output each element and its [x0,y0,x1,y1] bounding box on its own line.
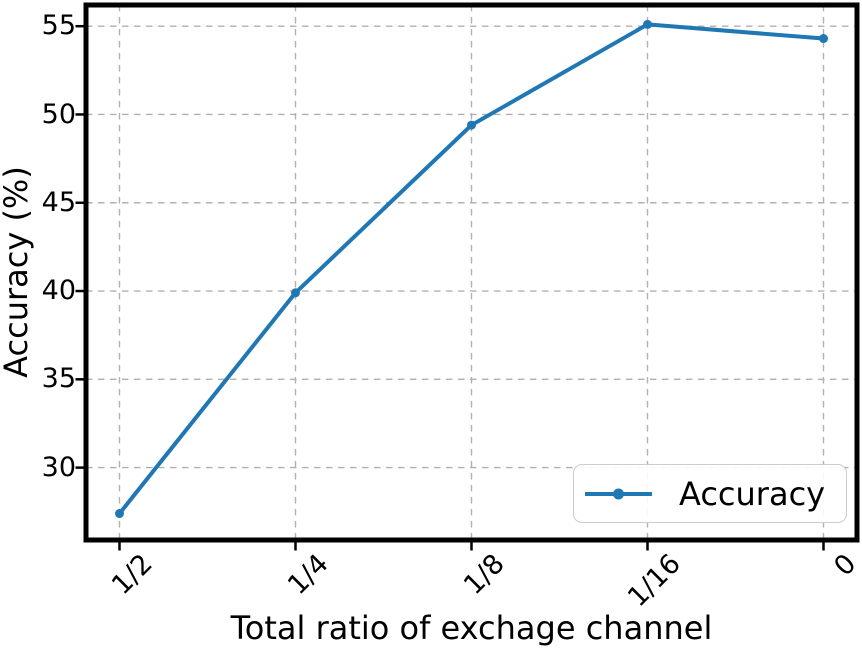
x-tick-label: 1/4 [282,548,335,601]
x-tick-label: 1/2 [106,548,159,601]
y-tick-label: 55 [41,10,76,42]
x-axis-label: Total ratio of exchage channel [230,609,713,647]
x-tick-label: 0 [828,548,862,583]
y-tick-label: 30 [41,451,76,483]
y-tick-label: 45 [41,186,76,218]
data-point-marker [643,19,652,29]
legend-line-sample [585,488,652,499]
y-tick-label: 35 [41,363,76,395]
data-point-marker [819,34,828,44]
axes-frame [83,2,860,543]
y-tick-label: 40 [41,275,76,306]
x-tick-label: 1/16 [621,548,687,614]
data-point-marker [115,509,124,519]
data-point-marker [467,120,476,130]
legend-box: Accuracy [573,464,847,523]
data-point-marker [291,288,300,298]
y-tick-label: 50 [41,98,76,130]
x-tick-label: 1/8 [458,548,511,601]
legend-marker-icon [613,488,624,499]
legend-entry-label: Accuracy [679,474,826,513]
